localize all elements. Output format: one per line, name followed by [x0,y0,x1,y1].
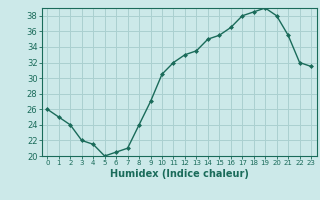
X-axis label: Humidex (Indice chaleur): Humidex (Indice chaleur) [110,169,249,179]
